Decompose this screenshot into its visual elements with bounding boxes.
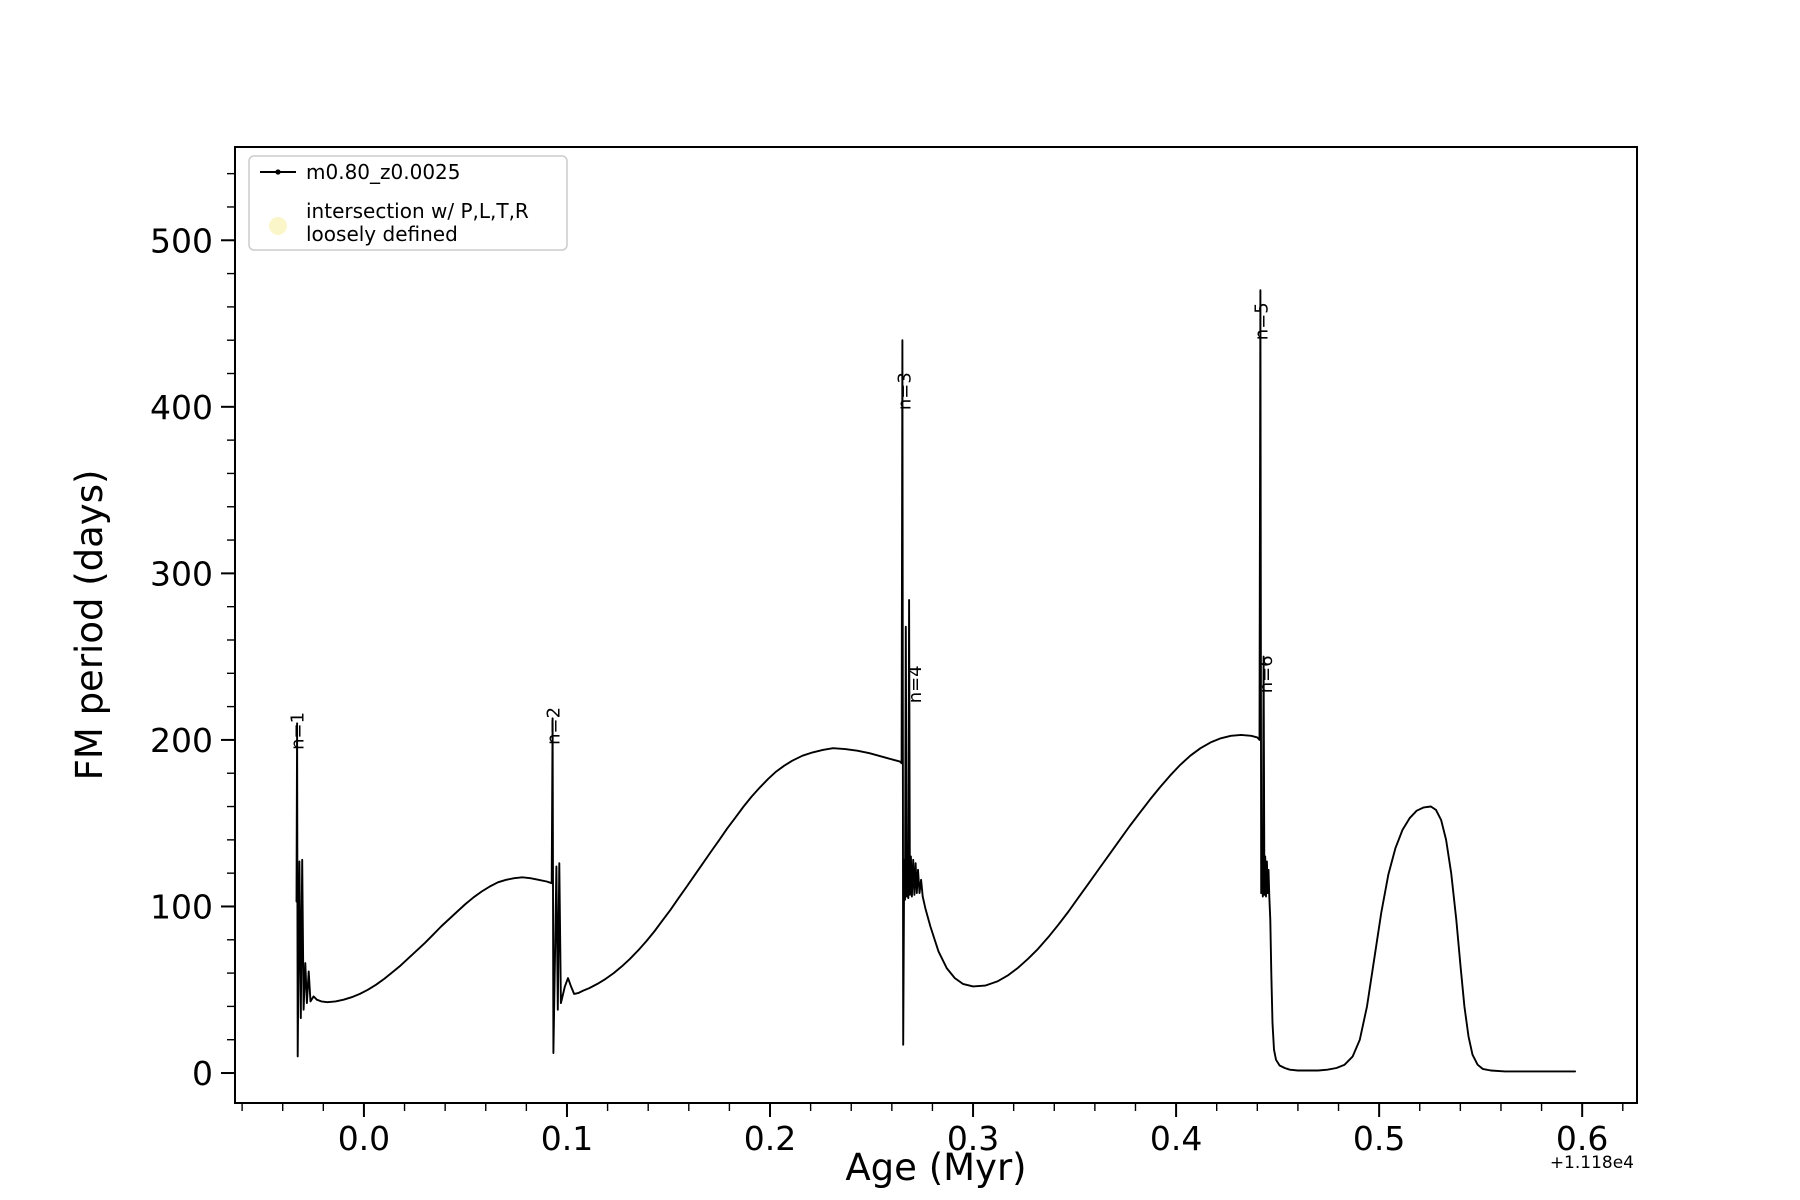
y-tick-label: 100: [150, 887, 213, 926]
legend-dot-marker-icon: [275, 169, 281, 175]
x-tick-label: 0.5: [1353, 1119, 1405, 1158]
x-tick-label: 0.2: [744, 1119, 796, 1158]
y-tick-label: 300: [150, 554, 213, 593]
x-tick-label: 0.1: [541, 1119, 593, 1158]
plot-border: [234, 146, 1638, 1104]
annotation-n-2: n=2: [543, 707, 564, 745]
annotation-n-3: n=3: [895, 372, 916, 410]
y-tick-label: 500: [150, 221, 213, 260]
annotation-n-5: n=5: [1251, 302, 1272, 340]
annotation-n-1: n=1: [287, 712, 308, 750]
legend-box: [248, 155, 568, 251]
legend-label-series: m0.80_z0.0025: [306, 160, 461, 184]
y-axis-label: FM period (days): [68, 470, 111, 781]
x-tick-label: 0.4: [1150, 1119, 1202, 1158]
legend-label-intersection-line1: intersection w/ P,L,T,R: [306, 199, 529, 223]
annotation-n-6: n=6: [1256, 655, 1277, 693]
x-tick-label: 0.0: [338, 1119, 390, 1158]
annotation-n-4: n=4: [905, 665, 926, 703]
x-tick-label: 0.3: [947, 1119, 999, 1158]
x-axis-label: Age (Myr): [845, 1146, 1026, 1189]
y-tick-label: 0: [192, 1054, 213, 1093]
x-axis-offset-text: +1.118e4: [1550, 1153, 1634, 1173]
data-series-line: [295, 289, 1577, 1073]
y-tick-label: 200: [150, 721, 213, 760]
legend-label-intersection-line2: loosely defined: [306, 222, 458, 246]
legend-circle-marker-icon: [269, 217, 287, 235]
plot-area: n=1 n=2 n=3 n=4 n=5 n=6 0.0 0.1 0.2 0.3 0.4 0.5 0.6 0…: [150, 146, 1638, 1158]
y-tick-label: 400: [150, 388, 213, 427]
x-tick-label: 0.6: [1556, 1119, 1608, 1158]
